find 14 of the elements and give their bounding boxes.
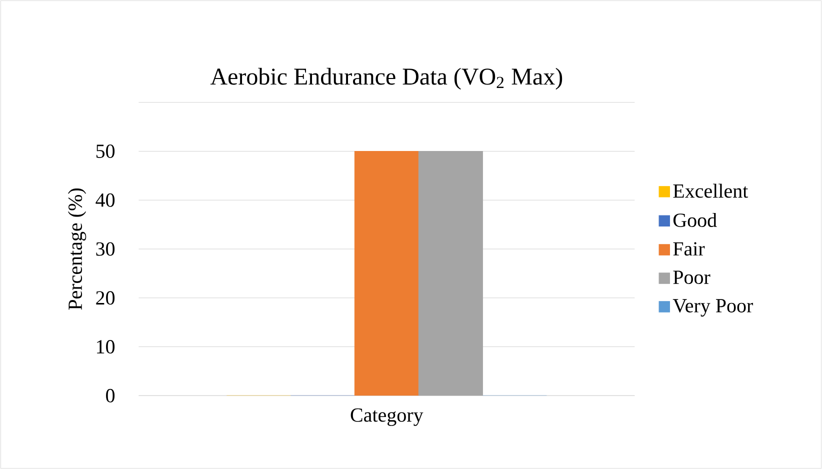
y-tick-label: 50 [96,144,115,158]
chart-title: Aerobic Endurance Data (VO$_{2}$ Max) [210,68,562,90]
legend-label: Fair [673,242,705,256]
y-tick-label: 10 [97,340,115,354]
y-axis-title: Percentage (%) [68,188,86,310]
legend-label: Excellent [673,184,748,198]
y-tick-label: 30 [96,242,115,256]
legend-label: Poor [673,270,710,284]
y-tick-label: 20 [96,291,115,305]
x-tick-label: Category [350,408,424,426]
legend-label: Very Poor [672,299,753,317]
y-tick-label: 40 [96,193,115,207]
legend-label: Good [673,212,717,228]
y-tick-label: 0 [106,388,115,402]
